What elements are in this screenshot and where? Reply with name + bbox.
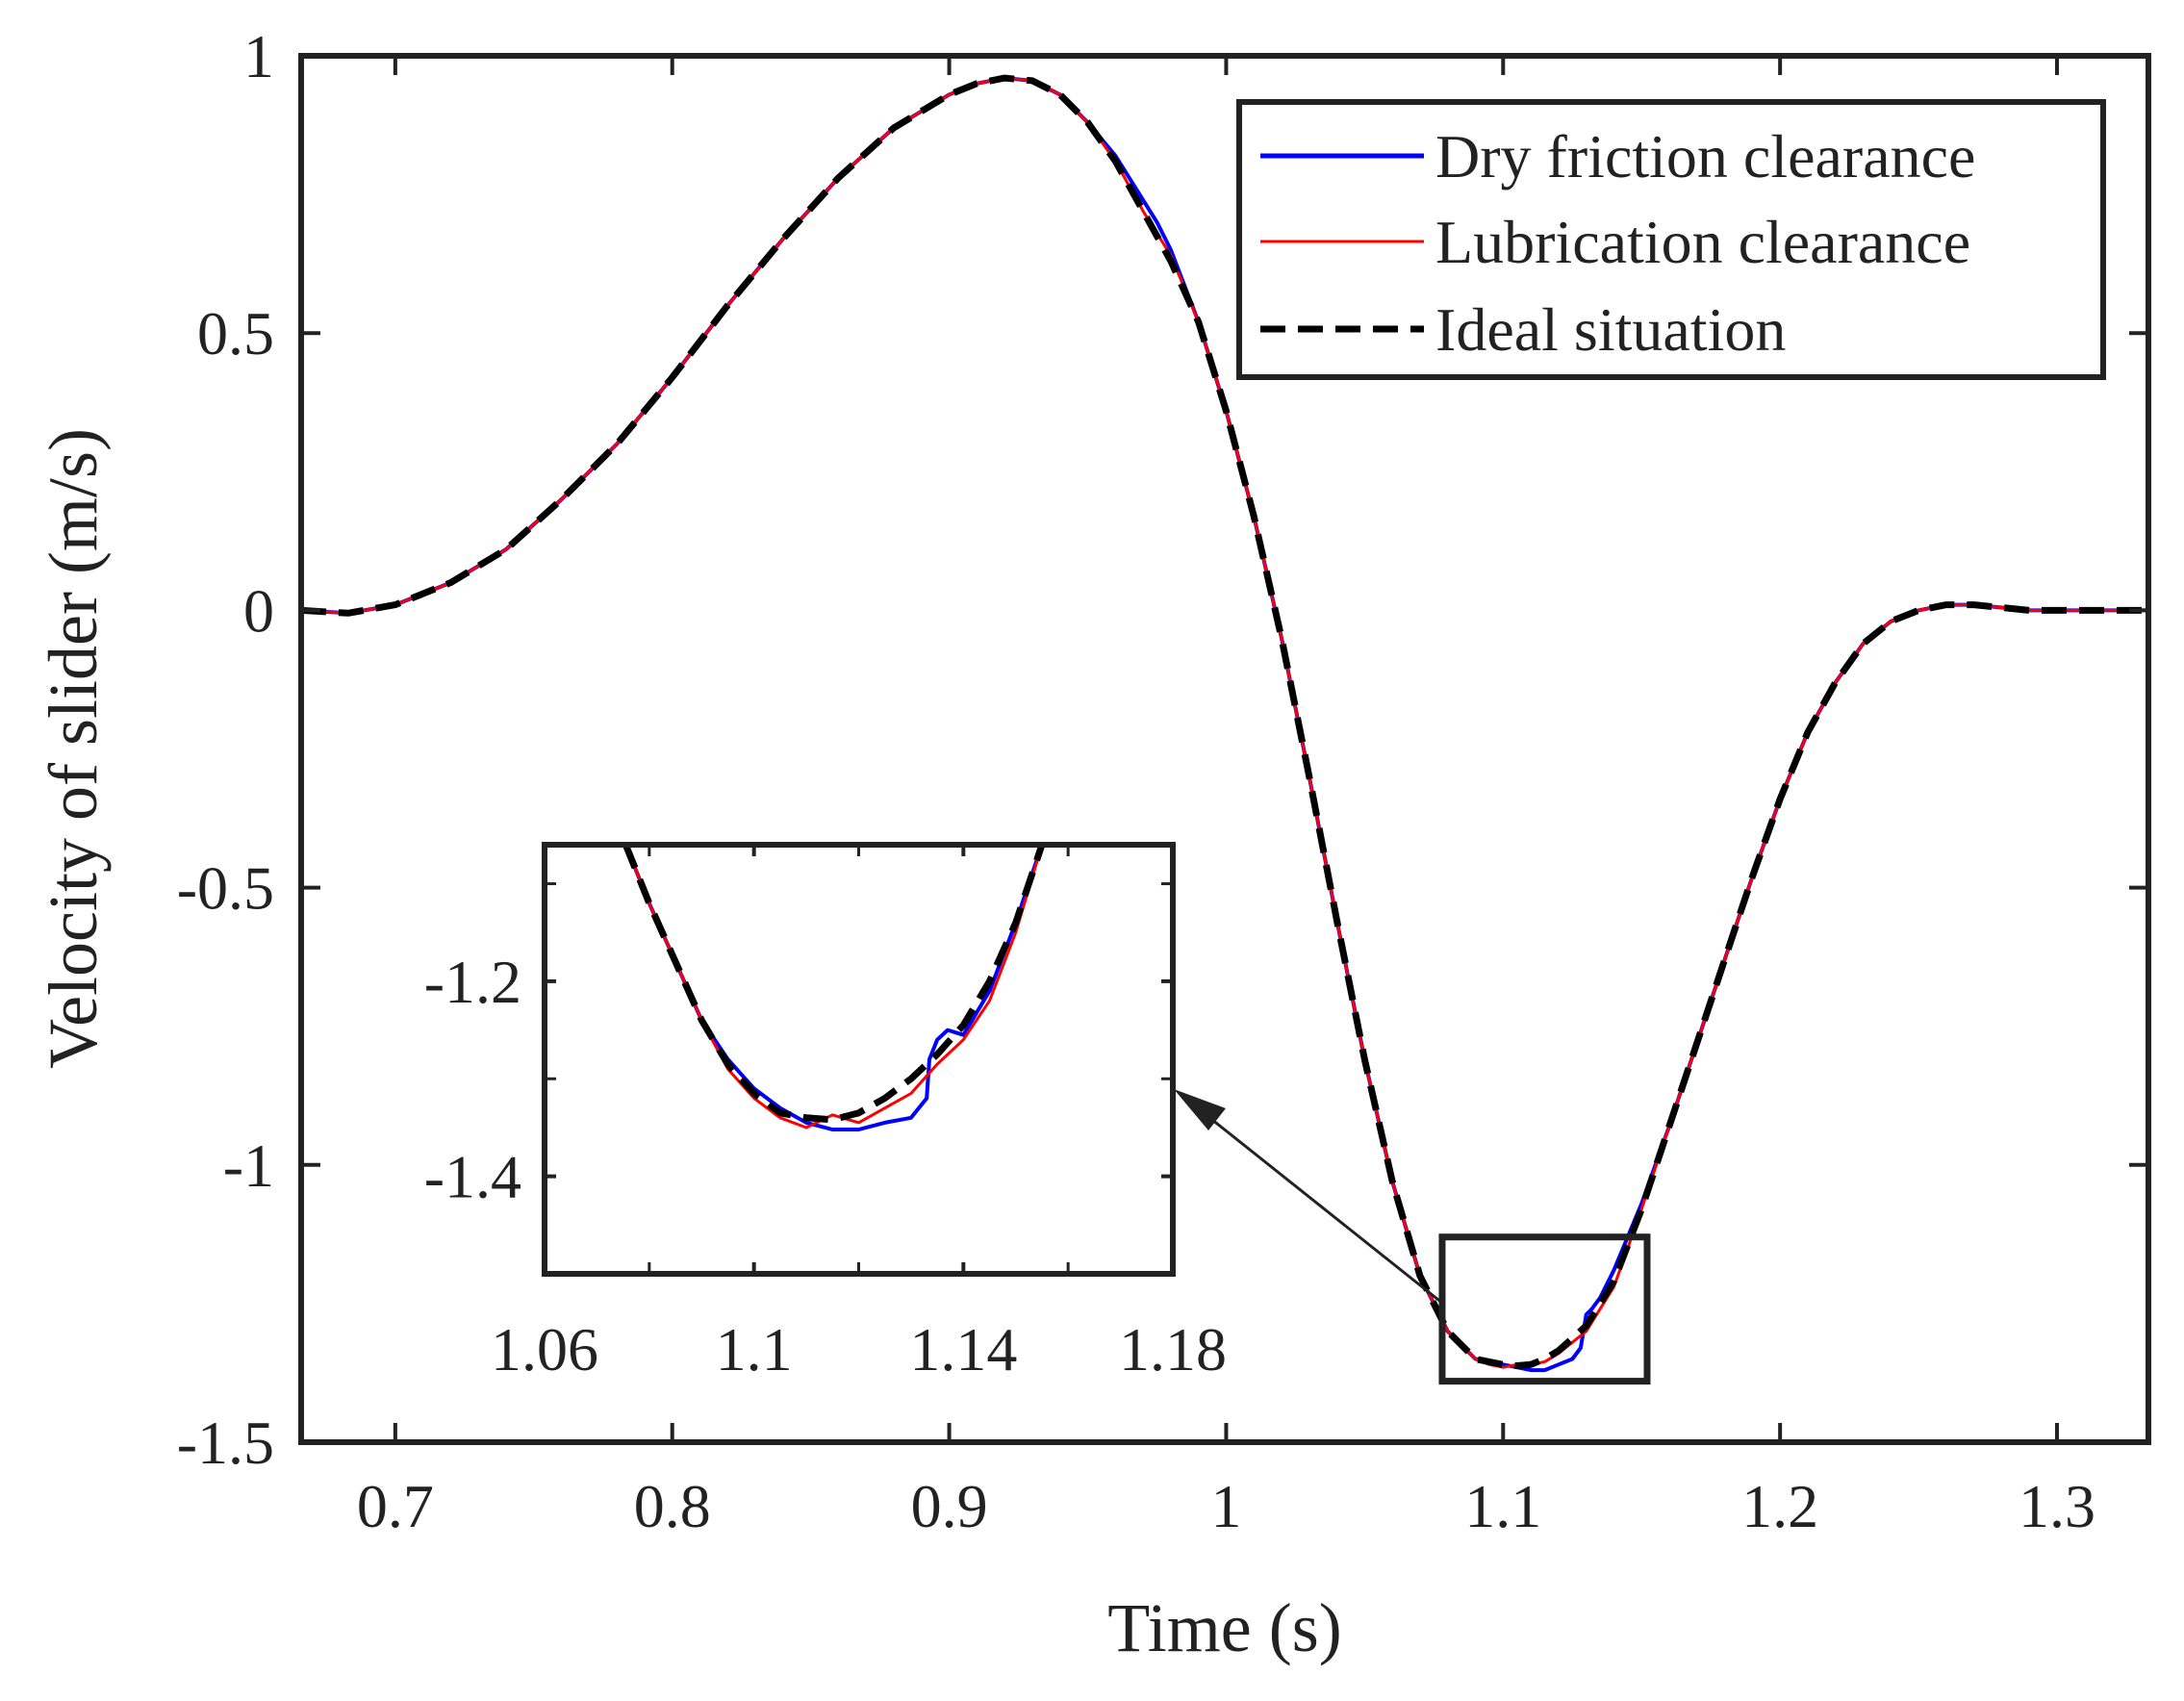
y-tick-label: -1.5 [177, 1409, 274, 1477]
inset-y-tick-label: -1.4 [424, 1143, 521, 1211]
inset-x-tick-label: 1.14 [909, 1315, 1017, 1384]
inset-series-line-ideal-situation [622, 845, 1046, 1124]
y-tick-labels: 1 0.5 0 -0.5 -1 -1.5 [177, 22, 274, 1477]
main-plot-lines [301, 74, 2148, 1373]
y-axis-title: Velocity of slider (m/s) [35, 428, 112, 1069]
y-tick-label: -1 [223, 1131, 274, 1200]
y-tick-label: 0.5 [197, 299, 274, 368]
zoom-region-box [1438, 1233, 1651, 1385]
legend-label-dry-friction: Dry friction clearance [1435, 122, 1975, 190]
y-tick-label: 0 [243, 576, 274, 645]
x-tick-label: 1 [1210, 1472, 1241, 1540]
x-tick-label: 0.9 [911, 1472, 988, 1540]
inset-x-tick-label: 1.06 [491, 1315, 598, 1384]
inset-y-tick-labels: -1.2 -1.4 [424, 948, 521, 1211]
legend-label-lubrication: Lubrication clearance [1435, 208, 1970, 276]
x-tick-label: 0.8 [634, 1472, 711, 1540]
x-tick-label: 1.2 [1741, 1472, 1818, 1540]
inset-x-tick-labels: 1.06 1.1 1.14 1.18 [491, 1315, 1227, 1384]
inset-x-tick-label: 1.18 [1119, 1315, 1227, 1384]
inset-x-tick-label: 1.1 [716, 1315, 793, 1384]
inset-plot-lines [622, 845, 1046, 1131]
x-tick-label: 0.7 [357, 1472, 434, 1540]
x-tick-labels: 0.7 0.8 0.9 1 1.1 1.2 1.3 [357, 1472, 2095, 1540]
plot-frame [298, 53, 2151, 1445]
series-line-ideal-situation [301, 74, 2148, 1369]
x-axis-title: Time (s) [1107, 1589, 1341, 1666]
inset-frame [542, 842, 1176, 1277]
inset-background [545, 845, 1173, 1274]
inset-y-tick-label: -1.2 [424, 948, 521, 1016]
x-tick-label: 1.3 [2019, 1472, 2095, 1540]
zoom-arrowhead [1174, 1089, 1226, 1130]
y-tick-label: 1 [243, 22, 274, 90]
legend: Dry friction clearance Lubrication clear… [1236, 99, 2106, 380]
x-tick-label: 1.1 [1464, 1472, 1541, 1540]
legend-label-ideal: Ideal situation [1435, 295, 1786, 364]
zoom-arrow [1192, 1103, 1444, 1306]
y-tick-label: -0.5 [177, 854, 274, 923]
